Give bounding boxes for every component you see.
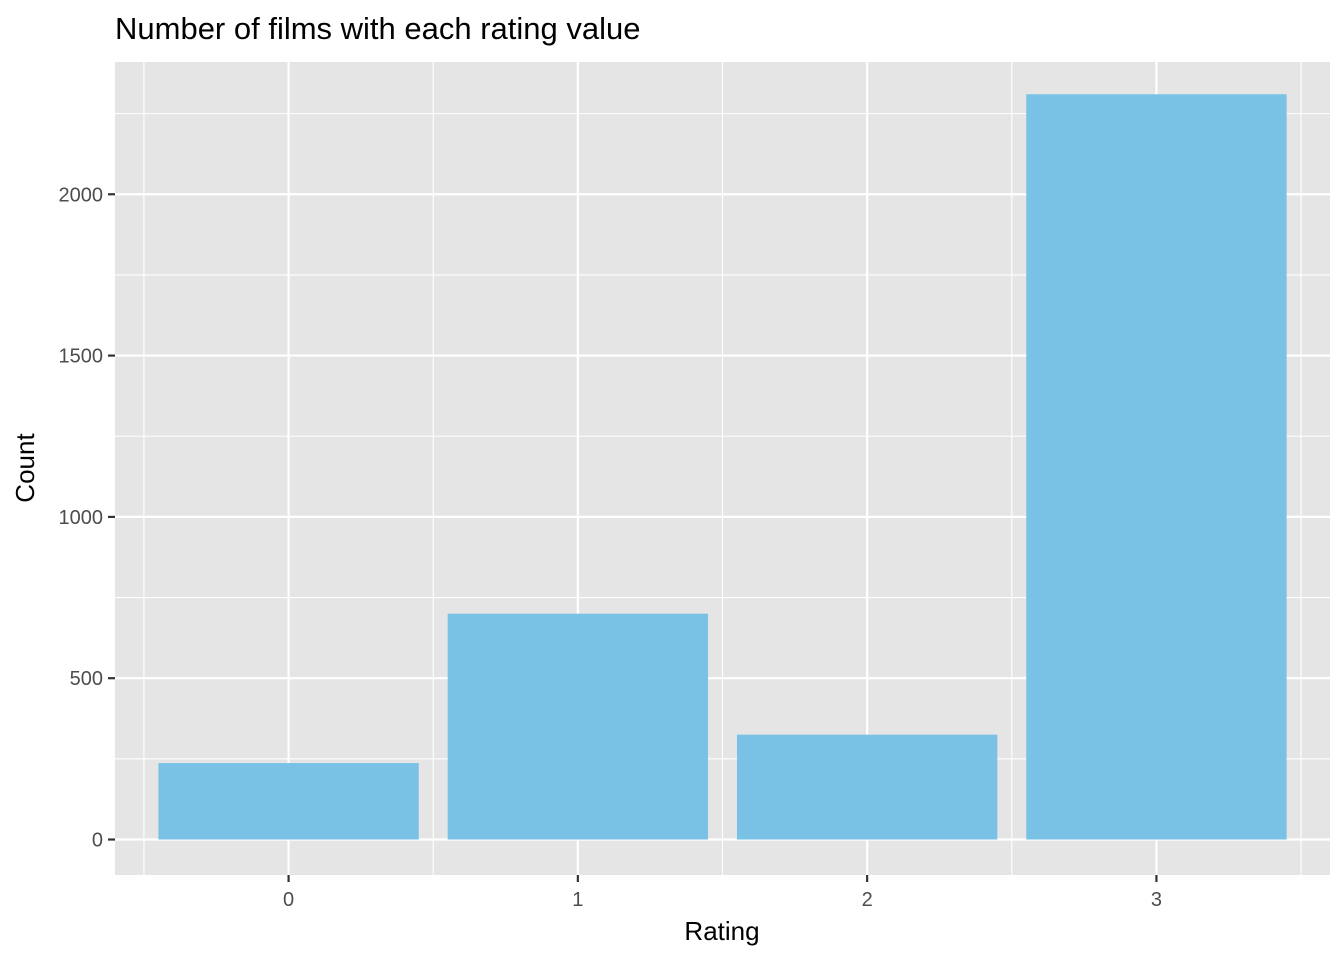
chart-title: Number of films with each rating value	[115, 11, 641, 46]
bar-rating-2	[736, 734, 998, 840]
y-tick-label: 1000	[59, 507, 104, 529]
x-axis-title: Rating	[684, 916, 759, 946]
bar-rating-1	[447, 613, 709, 840]
y-tick-label: 1500	[59, 346, 104, 368]
x-tick-label: 1	[572, 889, 583, 911]
bar-rating-3	[1026, 94, 1287, 840]
y-axis: 0 500 1000 1500 2000	[59, 184, 115, 852]
x-tick-label: 2	[862, 889, 873, 911]
x-axis: 0 1 2 3	[283, 875, 1162, 911]
minor-gridlines	[115, 62, 1330, 875]
y-tick-label: 2000	[59, 184, 104, 206]
bars	[158, 94, 1287, 840]
y-axis-title: Count	[10, 433, 40, 503]
y-tick-label: 500	[70, 668, 103, 690]
bar-rating-0	[158, 763, 419, 840]
y-tick-label: 0	[92, 830, 103, 852]
x-tick-label: 0	[283, 889, 294, 911]
x-tick-label: 3	[1151, 889, 1162, 911]
